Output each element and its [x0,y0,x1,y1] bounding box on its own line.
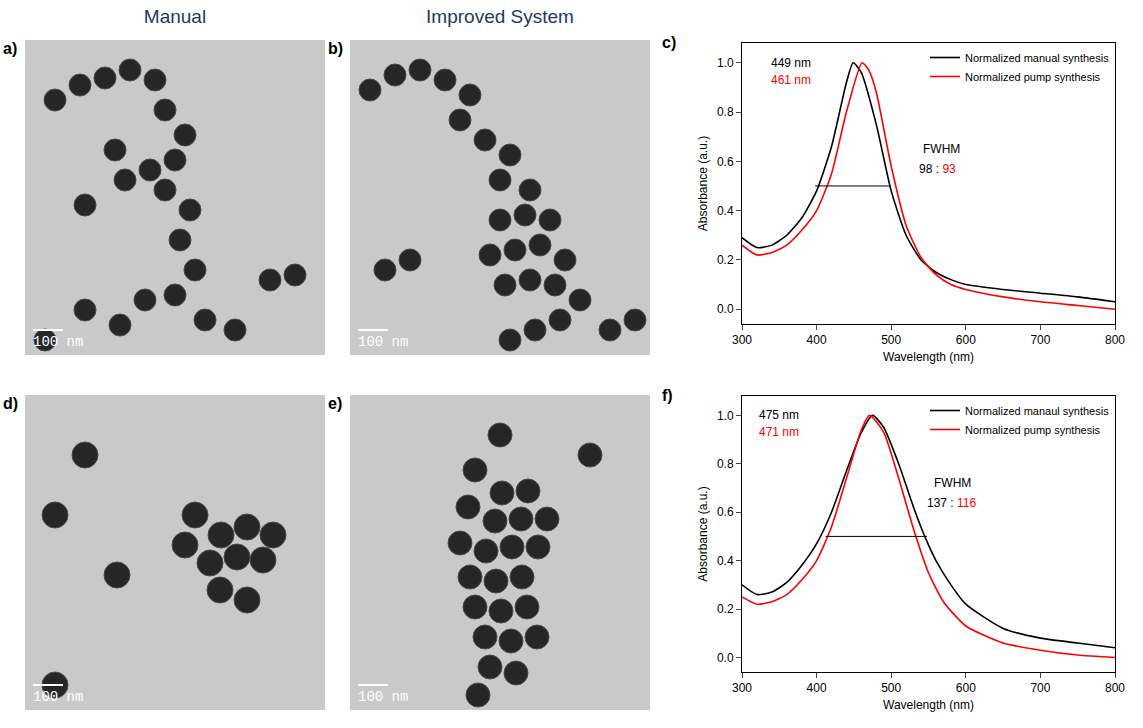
svg-text:Wavelength (nm): Wavelength (nm) [883,698,974,712]
svg-text:0.6: 0.6 [717,155,734,169]
svg-text:461 nm: 461 nm [771,73,811,87]
svg-text:0.8: 0.8 [717,105,734,119]
svg-text:0.2: 0.2 [717,602,734,616]
svg-text:300: 300 [732,333,752,347]
svg-text:471 nm: 471 nm [759,425,799,439]
svg-text:0.2: 0.2 [717,253,734,267]
svg-text:0.0: 0.0 [717,302,734,316]
svg-text:400: 400 [807,681,827,695]
svg-text:475 nm: 475 nm [759,408,799,422]
html-text:c): c) [662,34,677,51]
svg-text:98 : 93: 98 : 93 [919,162,956,176]
svg-text:0.4: 0.4 [717,204,734,218]
svg-text:Absorbance (a.u.): Absorbance (a.u.) [696,486,710,581]
svg-text:700: 700 [1030,333,1050,347]
html-text:b): b) [328,40,344,57]
svg-text:449 nm: 449 nm [771,56,811,70]
html-text:Manual: Manual [143,6,207,27]
svg-text:Wavelength (nm): Wavelength (nm) [883,350,974,364]
html-text:f): f) [662,387,673,404]
html-text:a): a) [3,40,18,57]
svg-text:FWHM: FWHM [923,142,960,156]
svg-text:700: 700 [1030,681,1050,695]
html-text:d): d) [3,395,19,412]
svg-text:100 nm: 100 nm [358,689,408,705]
svg-text:100 nm: 100 nm [33,689,83,705]
svg-text:300: 300 [732,681,752,695]
svg-text:500: 500 [881,333,901,347]
html-text:e): e) [328,395,343,412]
svg-text:400: 400 [807,333,827,347]
svg-text:Normalized manual synthesis: Normalized manual synthesis [965,52,1109,64]
svg-text:0.8: 0.8 [717,457,734,471]
svg-text:137 : 116: 137 : 116 [927,496,977,510]
svg-text:0.4: 0.4 [717,554,734,568]
svg-text:0.6: 0.6 [717,505,734,519]
svg-text:1.0: 1.0 [717,56,734,70]
svg-text:100 nm: 100 nm [33,334,83,350]
svg-text:Normalized pump synthesis: Normalized pump synthesis [965,71,1101,83]
svg-text:800: 800 [1105,681,1125,695]
svg-text:1.0: 1.0 [717,409,734,423]
svg-text:0.0: 0.0 [717,651,734,665]
svg-text:800: 800 [1105,333,1125,347]
svg-text:500: 500 [881,681,901,695]
svg-text:FWHM: FWHM [934,476,971,490]
svg-text:Normalized manaul synthesis: Normalized manaul synthesis [965,405,1109,417]
svg-text:Absorbance (a.u.): Absorbance (a.u.) [696,136,710,231]
html-text:Improved System: Improved System [426,6,574,27]
svg-text:600: 600 [956,681,976,695]
svg-text:100 nm: 100 nm [358,334,408,350]
svg-text:600: 600 [956,333,976,347]
svg-text:Normalized pump synthesis: Normalized pump synthesis [965,424,1101,436]
